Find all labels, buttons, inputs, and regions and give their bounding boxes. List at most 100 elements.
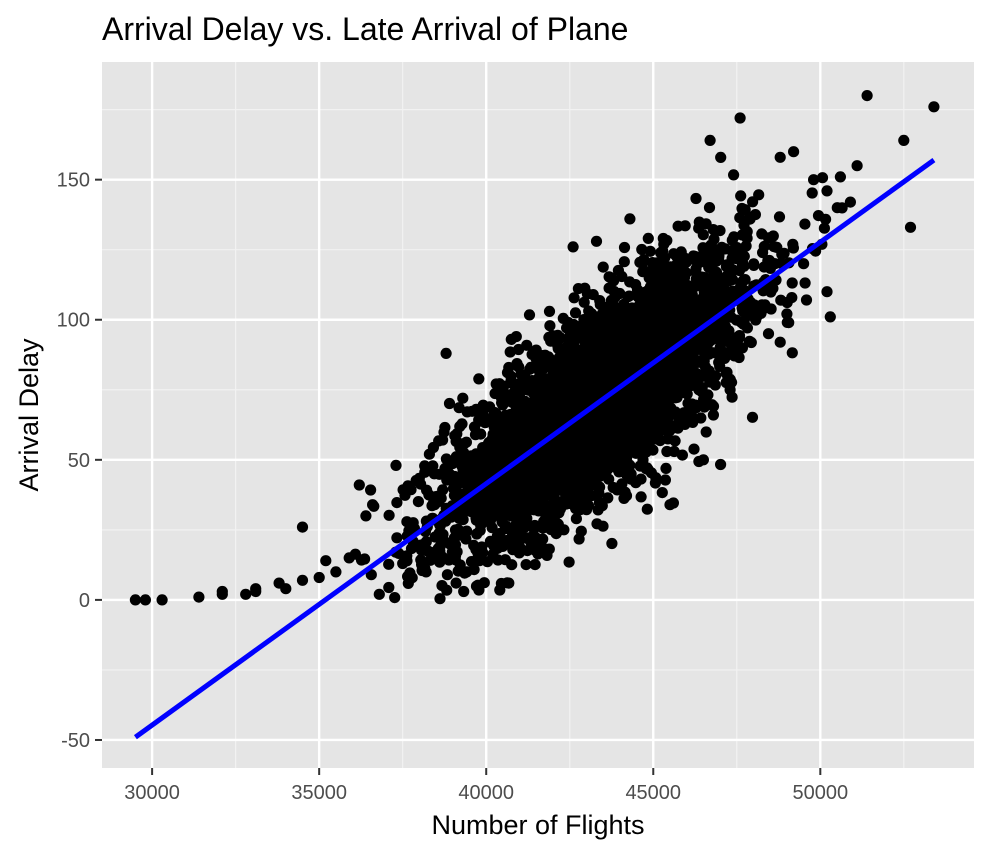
data-point	[787, 242, 800, 254]
data-point	[765, 286, 777, 298]
data-point	[449, 524, 462, 536]
data-point	[473, 373, 485, 385]
data-point	[630, 477, 642, 489]
data-point	[524, 363, 536, 375]
data-point	[538, 357, 550, 370]
data-point	[551, 440, 563, 452]
data-point	[373, 588, 385, 600]
data-point	[602, 492, 614, 504]
data-point	[851, 160, 863, 172]
data-point	[449, 549, 461, 562]
data-point	[565, 335, 577, 347]
x-axis-title: Number of Flights	[431, 810, 644, 840]
data-point	[443, 467, 455, 479]
data-point	[588, 450, 600, 462]
data-point	[441, 569, 453, 581]
data-point	[624, 276, 636, 288]
data-point	[529, 559, 541, 571]
data-point	[799, 277, 811, 289]
data-point	[587, 426, 599, 438]
data-point	[390, 459, 402, 471]
data-point	[711, 333, 723, 345]
data-point	[603, 473, 615, 485]
data-point	[663, 371, 675, 384]
data-point	[543, 305, 556, 317]
data-point	[671, 320, 683, 332]
data-point	[736, 256, 749, 268]
data-point	[517, 510, 529, 522]
data-point	[563, 478, 575, 490]
data-point	[449, 539, 462, 551]
data-point	[800, 294, 813, 306]
data-point	[534, 369, 546, 381]
data-point	[648, 290, 660, 303]
data-point	[568, 318, 580, 331]
data-point	[836, 202, 848, 214]
data-point	[481, 460, 494, 473]
data-point	[561, 469, 574, 481]
data-point	[649, 477, 662, 489]
data-point	[523, 309, 536, 321]
data-point	[554, 524, 566, 536]
data-point	[450, 577, 462, 589]
data-point	[642, 432, 655, 444]
data-point	[677, 263, 689, 275]
data-point	[576, 348, 588, 360]
data-point	[592, 480, 604, 493]
data-point	[741, 322, 754, 334]
data-point	[434, 593, 446, 605]
data-point	[659, 287, 671, 299]
data-point	[512, 388, 525, 400]
data-point	[426, 464, 438, 476]
data-point	[600, 419, 612, 431]
data-point	[313, 571, 325, 584]
data-point	[686, 379, 698, 391]
data-point	[744, 211, 756, 223]
data-point	[473, 555, 486, 567]
data-point	[567, 432, 579, 444]
data-point	[216, 585, 228, 598]
data-point	[641, 503, 653, 515]
data-point	[715, 458, 727, 471]
data-point	[616, 270, 628, 283]
data-point	[447, 482, 460, 495]
data-point	[724, 384, 736, 396]
data-point	[608, 285, 620, 298]
data-point	[407, 517, 419, 529]
data-point	[439, 536, 451, 548]
data-point	[484, 401, 496, 413]
data-point	[861, 90, 873, 102]
data-point	[548, 374, 560, 386]
data-point	[492, 554, 504, 566]
data-point	[636, 324, 648, 336]
data-point	[821, 185, 833, 197]
data-point	[521, 383, 533, 395]
data-point	[693, 257, 706, 269]
data-point	[812, 210, 825, 222]
data-point	[693, 222, 705, 234]
data-point	[528, 499, 540, 511]
data-point	[603, 271, 615, 283]
data-point	[725, 348, 737, 360]
data-point	[733, 351, 745, 364]
data-point	[510, 378, 522, 390]
data-point	[672, 303, 684, 315]
data-point	[576, 373, 588, 385]
data-point	[660, 462, 672, 474]
data-point	[657, 263, 669, 275]
data-point	[568, 489, 580, 501]
data-point	[614, 426, 626, 438]
data-point	[636, 352, 648, 365]
data-point	[573, 451, 585, 464]
data-point	[587, 435, 599, 447]
data-point	[383, 558, 395, 570]
data-point	[457, 392, 469, 404]
data-point	[441, 584, 453, 596]
data-point	[521, 339, 533, 351]
data-point	[695, 412, 707, 424]
y-tick-label: 50	[68, 450, 90, 472]
data-point	[514, 542, 526, 554]
data-point	[447, 457, 459, 470]
data-point	[296, 521, 309, 533]
